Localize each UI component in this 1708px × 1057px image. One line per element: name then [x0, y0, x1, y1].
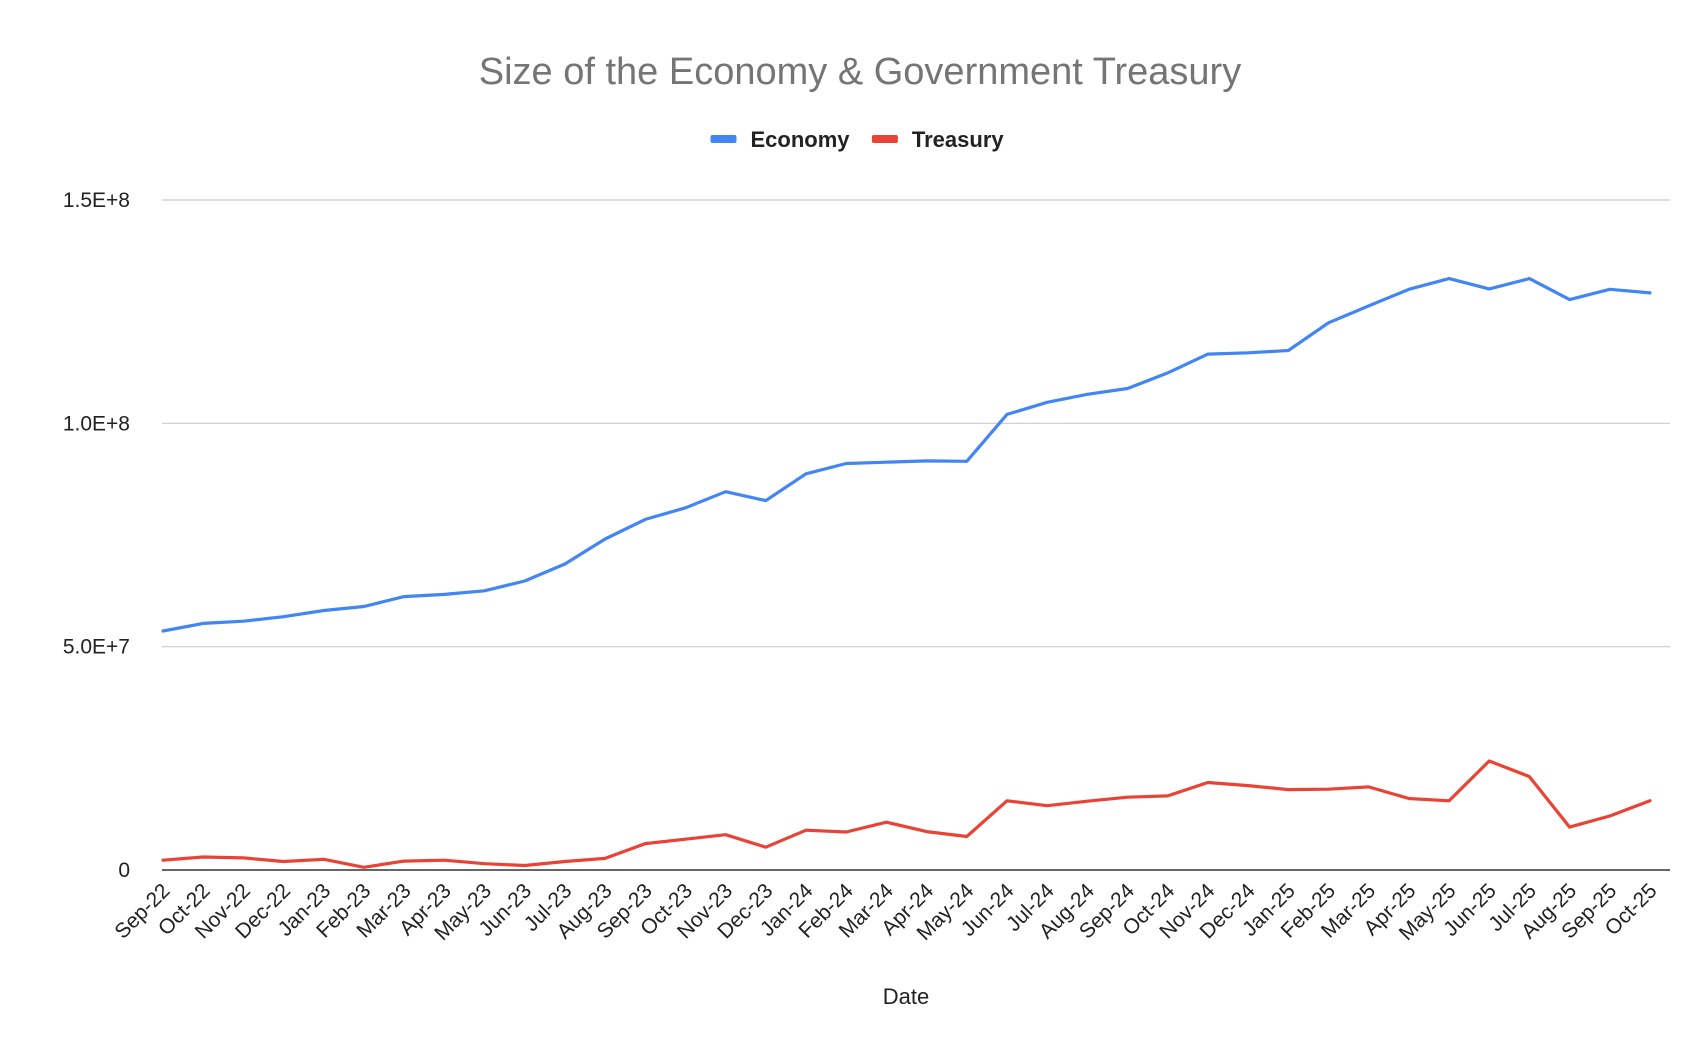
data-point-economy — [1086, 393, 1089, 396]
data-point-treasury — [523, 864, 526, 867]
y-tick-label: 0 — [118, 859, 130, 882]
data-point-economy — [202, 622, 205, 625]
data-point-treasury — [845, 831, 848, 834]
data-point-treasury — [1206, 781, 1209, 784]
x-axis-label: Date — [883, 984, 929, 1009]
data-point-treasury — [764, 846, 767, 849]
data-point-economy — [1126, 387, 1129, 390]
data-point-treasury — [644, 842, 647, 845]
data-point-economy — [684, 506, 687, 509]
data-point-economy — [523, 580, 526, 583]
data-point-economy — [885, 461, 888, 464]
data-point-economy — [242, 620, 245, 623]
series-lines — [161, 277, 1652, 869]
data-point-treasury — [242, 856, 245, 859]
data-point-treasury — [322, 858, 325, 861]
data-point-economy — [1367, 304, 1370, 307]
data-point-treasury — [483, 862, 486, 865]
data-point-economy — [1649, 291, 1652, 294]
data-point-treasury — [724, 833, 727, 836]
data-point-treasury — [684, 838, 687, 841]
data-point-economy — [604, 538, 607, 541]
data-point-treasury — [1528, 775, 1531, 778]
data-point-economy — [483, 589, 486, 592]
data-point-treasury — [1046, 804, 1049, 807]
data-point-treasury — [563, 860, 566, 863]
data-point-economy — [1005, 413, 1008, 416]
data-point-treasury — [1287, 788, 1290, 791]
data-point-economy — [403, 595, 406, 598]
data-point-economy — [362, 605, 365, 608]
data-point-economy — [1568, 298, 1571, 301]
data-point-economy — [1608, 288, 1611, 291]
data-point-economy — [322, 609, 325, 612]
data-point-treasury — [1608, 814, 1611, 817]
series-line-economy — [161, 277, 1652, 633]
data-point-economy — [1247, 351, 1250, 354]
x-axis-ticks: Sep-22Oct-22Nov-22Dec-22Jan-23Feb-23Mar-… — [110, 879, 1661, 945]
data-point-treasury — [965, 835, 968, 838]
data-point-economy — [563, 563, 566, 566]
legend-swatch-treasury — [871, 135, 898, 143]
data-point-economy — [443, 593, 446, 596]
data-point-treasury — [362, 866, 365, 869]
data-point-treasury — [805, 829, 808, 832]
data-point-economy — [1448, 277, 1451, 280]
data-point-economy — [965, 460, 968, 463]
data-point-treasury — [162, 859, 165, 862]
data-point-economy — [1166, 371, 1169, 374]
legend: Economy Treasury — [710, 127, 1004, 152]
legend-swatch-economy — [710, 135, 737, 143]
data-point-treasury — [1005, 799, 1008, 802]
data-point-treasury — [925, 830, 928, 833]
y-axis-ticks: 0 5.0E+7 1.0E+8 1.5E+8 — [63, 189, 130, 882]
data-point-treasury — [1367, 785, 1370, 788]
data-point-treasury — [1086, 800, 1089, 803]
y-tick-label: 1.0E+8 — [63, 412, 130, 435]
legend-label-economy: Economy — [751, 127, 851, 152]
data-point-treasury — [282, 860, 285, 863]
data-point-economy — [925, 459, 928, 462]
data-point-economy — [805, 472, 808, 475]
data-point-treasury — [1448, 799, 1451, 802]
data-point-economy — [1528, 277, 1531, 280]
data-point-treasury — [1488, 760, 1491, 763]
data-point-economy — [1206, 353, 1209, 356]
data-point-treasury — [202, 856, 205, 859]
data-point-treasury — [1327, 788, 1330, 791]
data-point-economy — [1287, 349, 1290, 352]
chart-title: Size of the Economy & Government Treasur… — [479, 51, 1241, 93]
data-point-economy — [845, 462, 848, 465]
legend-label-treasury: Treasury — [912, 127, 1004, 152]
data-point-treasury — [1568, 826, 1571, 829]
data-point-economy — [282, 615, 285, 618]
data-point-economy — [1488, 287, 1491, 290]
data-point-treasury — [1407, 797, 1410, 800]
data-point-economy — [644, 518, 647, 521]
gridlines — [162, 199, 1670, 871]
data-point-treasury — [1247, 784, 1250, 787]
y-tick-label: 1.5E+8 — [63, 189, 130, 212]
data-point-treasury — [1649, 799, 1652, 802]
y-tick-label: 5.0E+7 — [63, 636, 130, 659]
data-point-treasury — [443, 859, 446, 862]
data-point-treasury — [885, 821, 888, 824]
data-point-economy — [1407, 288, 1410, 291]
data-point-economy — [1327, 321, 1330, 324]
series-line-treasury — [161, 759, 1652, 869]
data-point-treasury — [604, 857, 607, 860]
data-point-treasury — [1126, 796, 1129, 799]
data-point-economy — [1046, 401, 1049, 404]
data-point-economy — [724, 490, 727, 493]
data-point-economy — [764, 499, 767, 502]
data-point-treasury — [403, 860, 406, 863]
data-point-treasury — [1166, 794, 1169, 797]
data-point-economy — [162, 630, 165, 633]
